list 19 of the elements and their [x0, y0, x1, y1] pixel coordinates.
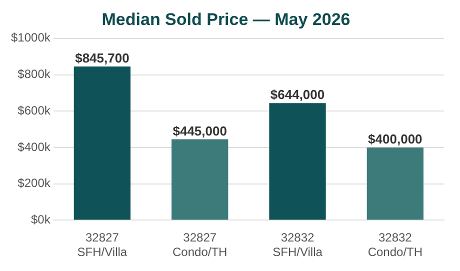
- y-tick-label: $0k: [31, 212, 52, 227]
- x-tick-label: 32827 SFH/Villa: [77, 230, 128, 260]
- data-label: $845,700: [75, 50, 130, 66]
- x-tick-label: 32832 SFH/Villa: [272, 230, 323, 260]
- data-label: $445,000: [172, 123, 227, 138]
- bar: [269, 103, 326, 220]
- chart-title: Median Sold Price — May 2026: [102, 10, 350, 29]
- y-tick-label: $200k: [18, 176, 52, 190]
- bar: [74, 66, 131, 220]
- y-tick-label: $1000k: [10, 30, 52, 45]
- data-label: $400,000: [368, 132, 422, 147]
- bar: [366, 147, 424, 220]
- y-tick-label: $600k: [18, 103, 52, 118]
- data-label: $644,000: [270, 87, 325, 102]
- y-tick-label: $400k: [18, 140, 52, 154]
- y-tick-label: $800k: [18, 67, 52, 82]
- x-tick-label: 32827 Condo/TH: [172, 230, 228, 260]
- x-tick-label: 32832 Condo/TH: [368, 230, 423, 260]
- bar: [172, 139, 228, 220]
